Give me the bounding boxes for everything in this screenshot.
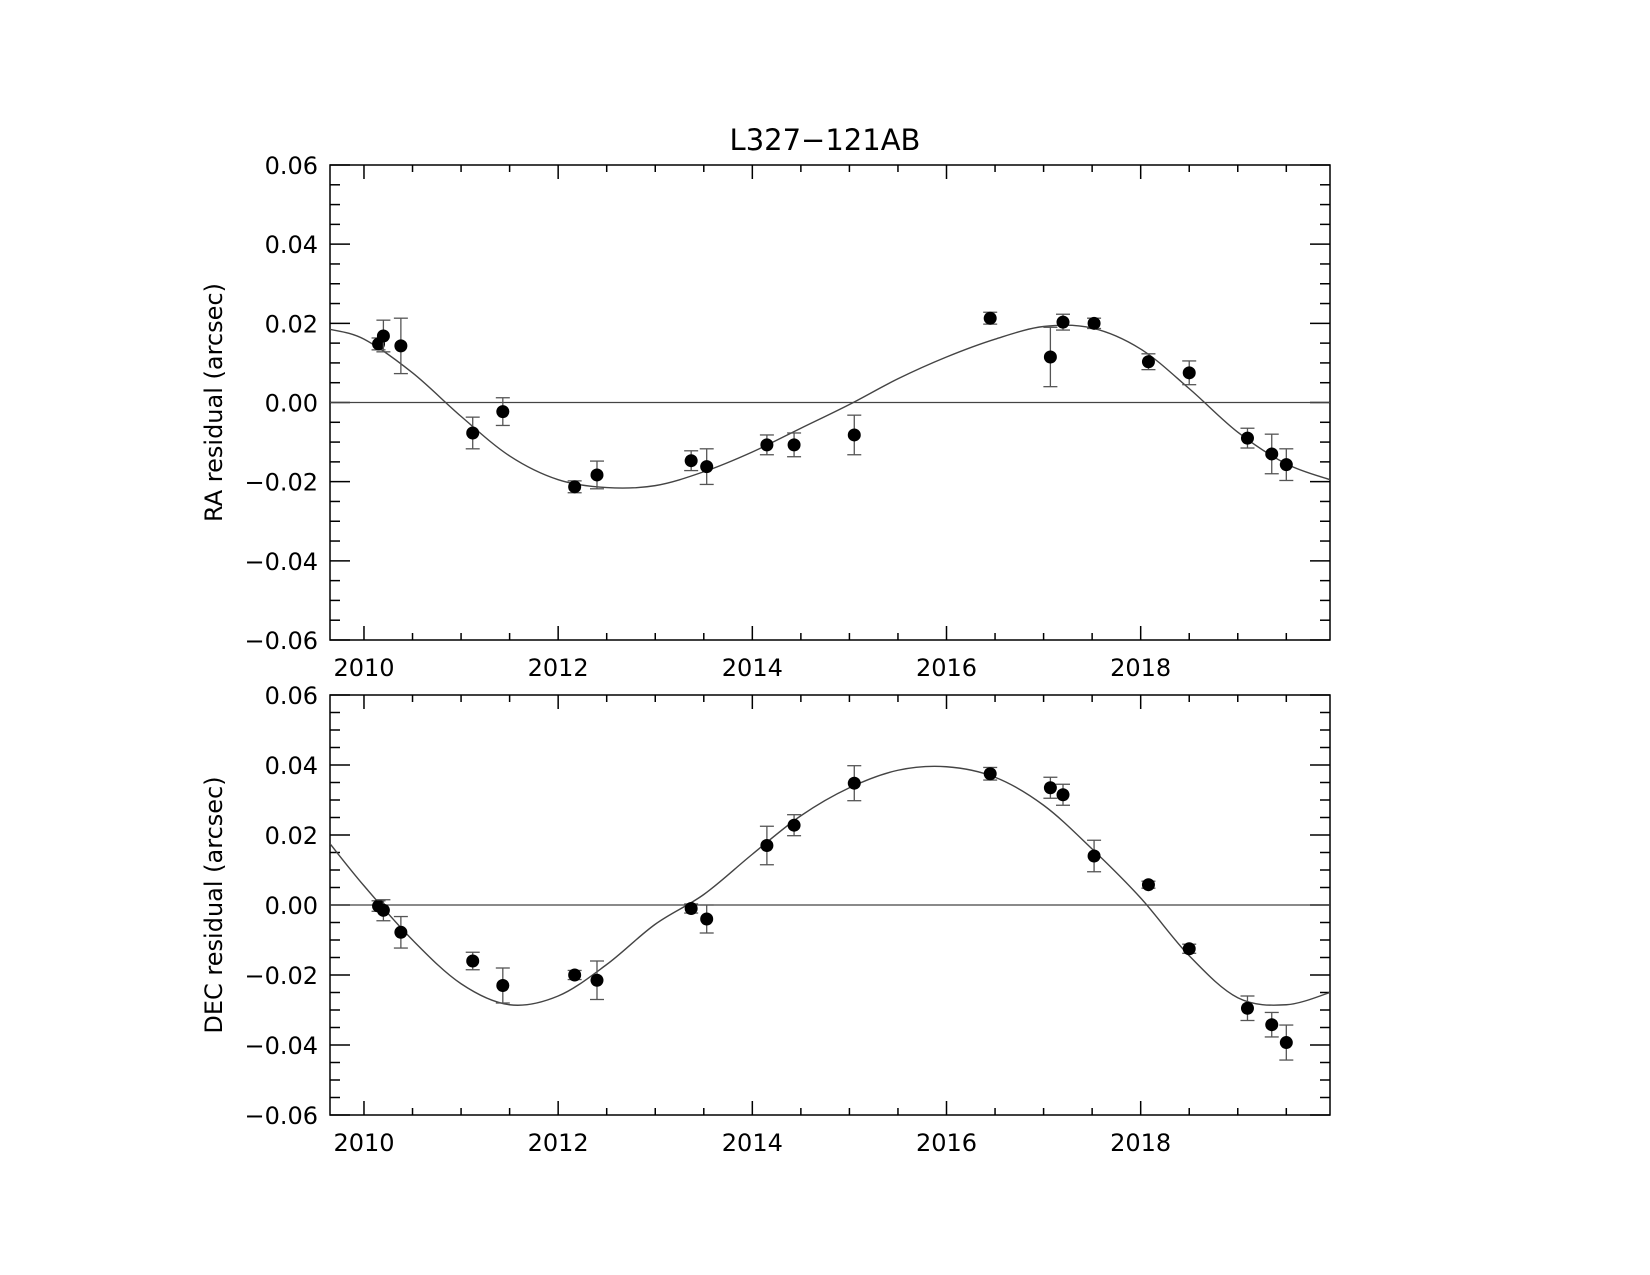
data-point [466,426,480,440]
y-tick-label: −0.02 [244,469,318,497]
data-point [1056,788,1070,802]
data-point [376,329,390,343]
data-point [1182,366,1196,380]
x-tick-label: 2012 [528,654,589,682]
y-tick-label: −0.04 [244,548,318,576]
y-tick-label: 0.04 [265,231,318,259]
data-point [466,954,480,968]
data-point [394,339,408,353]
data-point [590,468,604,482]
data-point [1240,431,1254,445]
orbit-model-curve [330,765,1330,1006]
data-point [496,979,510,992]
x-tick-label: 2010 [333,1129,394,1157]
data-point [760,839,774,852]
data-point [1182,942,1196,956]
data-point [568,968,582,982]
data-point [700,912,714,926]
data-point [568,480,582,494]
y-tick-label: −0.06 [244,627,318,655]
ra-panel: 2010 2012 2014 2016 2018 −0.06 −0.04 −0.02 0.00 0… [200,152,1331,682]
data-point [684,454,698,468]
y-tick-label: 0.02 [265,822,318,850]
y-tick-label: 0.04 [265,752,318,780]
data-point [1265,1018,1279,1032]
orbit-model-curve [330,324,1330,489]
data-point [376,903,390,917]
data-point [1240,1001,1254,1015]
data-point [983,311,997,325]
x-tick-label: 2010 [333,654,394,682]
x-tick-label: 2016 [916,654,977,682]
data-point [1087,316,1101,330]
y-tick-label: 0.06 [265,682,318,710]
data-point [1141,878,1155,892]
data-point [684,902,698,915]
data-point [496,405,510,419]
y-axis-label: RA residual (arcsec) [200,283,228,522]
data-point [787,818,801,832]
data-point [1279,1036,1293,1050]
x-tick-label: 2016 [916,1129,977,1157]
y-tick-label: −0.02 [244,962,318,990]
data-point [700,460,714,474]
data-point [1056,315,1070,329]
y-tick-label: 0.02 [265,310,318,338]
y-tick-label: −0.06 [244,1102,318,1130]
dec-panel: 2010 2012 2014 2016 2018 −0.06 −0.04 −0.02 0.00 0… [200,682,1331,1157]
x-tick-label: 2014 [722,1129,783,1157]
x-tick-label: 2018 [1110,1129,1171,1157]
data-point [590,973,604,987]
chart-title: L327−121AB [730,123,921,157]
y-axis-label: DEC residual (arcsec) [200,776,228,1033]
data-point [983,767,997,781]
data-point [1265,447,1279,461]
x-tick-label: 2018 [1110,654,1171,682]
x-tick-label: 2012 [528,1129,589,1157]
data-point [847,428,861,442]
data-point [1087,849,1101,863]
data-point [760,438,774,452]
data-point [847,776,861,790]
data-point [1141,355,1155,369]
data-point [394,925,408,939]
data-point [1043,781,1057,795]
x-tick-label: 2014 [722,654,783,682]
y-tick-label: 0.00 [265,892,318,920]
data-point [787,438,801,452]
data-point [1043,350,1057,364]
y-tick-label: 0.06 [265,152,318,180]
y-tick-label: 0.00 [265,390,318,418]
data-point [1279,458,1293,472]
y-tick-label: −0.04 [244,1032,318,1060]
